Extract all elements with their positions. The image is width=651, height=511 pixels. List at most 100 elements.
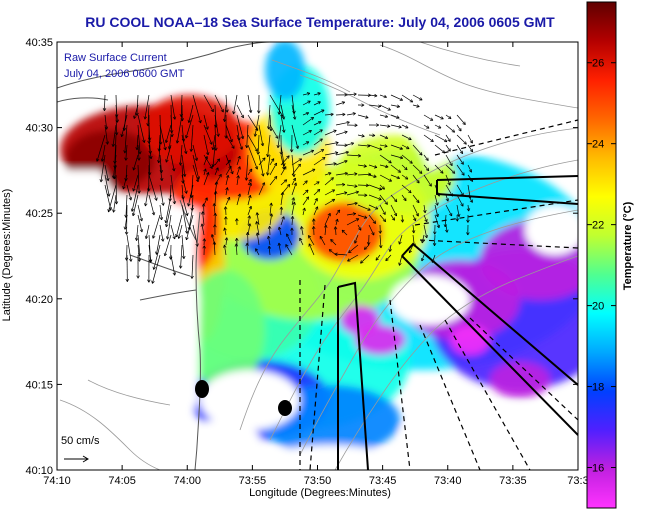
- colorbar-tick-label: 20: [592, 301, 604, 313]
- current-vector: [137, 164, 141, 194]
- current-vector: [266, 104, 271, 130]
- current-vector: [456, 194, 464, 207]
- current-vector: [423, 224, 429, 239]
- current-vector: [390, 174, 400, 180]
- current-vector: [346, 112, 356, 116]
- x-tick-label: 73:50: [304, 475, 332, 487]
- current-vector: [368, 214, 377, 224]
- current-vector: [385, 254, 392, 262]
- shipping-lanes: [299, 119, 578, 470]
- current-vector: [313, 189, 321, 196]
- land-mask-north: [57, 42, 270, 88]
- current-vector: [170, 94, 177, 120]
- current-vector: [192, 144, 198, 161]
- current-vector: [412, 194, 420, 204]
- current-vector: [408, 244, 414, 254]
- current-vector: [375, 254, 381, 261]
- current-vector: [280, 114, 286, 133]
- current-vector: [211, 134, 216, 151]
- current-vector: [363, 244, 370, 250]
- current-vector: [181, 204, 189, 234]
- current-vector: [170, 224, 176, 240]
- current-vector: [445, 194, 449, 202]
- current-vector: [423, 114, 434, 121]
- current-vector: [401, 174, 409, 180]
- current-vector: [324, 224, 328, 236]
- x-tick-label: 73:3: [567, 475, 588, 487]
- current-vector: [346, 172, 358, 176]
- current-vector: [313, 129, 323, 136]
- current-vector: [346, 190, 359, 196]
- current-vector: [379, 134, 389, 140]
- sst-cell: [490, 362, 550, 398]
- legend-line-2: July 04, 2006 0600 GMT: [64, 68, 185, 80]
- current-vector: [225, 174, 230, 186]
- current-vector: [445, 154, 453, 167]
- current-vector: [285, 244, 293, 256]
- current-vector: [181, 174, 188, 194]
- current-vector: [401, 144, 410, 150]
- current-vector: [152, 244, 161, 270]
- current-vector: [181, 234, 186, 259]
- current-vector: [224, 237, 229, 246]
- current-vector: [346, 184, 358, 188]
- current-vector: [114, 114, 119, 136]
- current-vector: [379, 194, 388, 205]
- y-tick-label: 40:15: [25, 379, 53, 391]
- current-vector: [159, 224, 165, 242]
- current-vector: [324, 151, 339, 156]
- current-vector: [112, 194, 117, 213]
- current-vector: [390, 214, 396, 221]
- legend-line-1: Raw Surface Current: [64, 52, 167, 64]
- current-vector: [192, 164, 200, 183]
- current-vector: [170, 114, 174, 138]
- current-vector: [99, 154, 106, 183]
- current-vector: [279, 206, 284, 216]
- colorbar-ticks: 16 18 20 22 24 26: [587, 58, 616, 475]
- current-vector: [335, 159, 348, 166]
- current-vector: [400, 214, 405, 223]
- current-vector: [335, 93, 348, 97]
- current-vector: [132, 174, 139, 192]
- current-vector: [334, 252, 348, 256]
- current-vector: [175, 114, 183, 144]
- current-vector: [357, 114, 369, 119]
- current-vector: [456, 154, 464, 165]
- current-vector: [122, 174, 128, 190]
- current-vector: [159, 124, 167, 151]
- current-vector: [203, 114, 209, 130]
- current-vector: [357, 224, 362, 231]
- current-vector: [379, 144, 388, 148]
- current-vector: [267, 245, 272, 256]
- current-vector: [291, 104, 297, 120]
- current-vector: [445, 164, 456, 174]
- current-vector: [388, 244, 392, 252]
- x-tick-label: 74:10: [43, 475, 71, 487]
- current-vector: [313, 109, 325, 116]
- current-vector: [244, 154, 249, 181]
- no-data-gap: [180, 420, 260, 460]
- current-vector: [157, 144, 161, 164]
- current-vector: [357, 183, 369, 188]
- current-vector: [211, 144, 216, 167]
- current-vector: [225, 196, 231, 206]
- current-vector: [423, 154, 429, 161]
- current-vector: [203, 154, 213, 169]
- current-vector: [379, 174, 392, 182]
- current-vector: [136, 254, 140, 279]
- x-tick-label: 73:35: [499, 475, 527, 487]
- current-vector: [335, 171, 348, 176]
- current-vector: [412, 214, 417, 222]
- current-vector: [390, 204, 398, 217]
- current-vector: [390, 114, 400, 119]
- current-vector: [313, 101, 321, 106]
- current-vector: [347, 254, 359, 262]
- current-vector: [379, 164, 389, 169]
- current-vector: [247, 194, 252, 206]
- current-vector: [124, 204, 129, 235]
- current-vector: [302, 117, 314, 126]
- x-axis-label: Longitude (Degrees:Minutes): [249, 487, 391, 499]
- current-vector: [379, 104, 391, 111]
- current-vector: [225, 154, 234, 175]
- current-vector: [412, 94, 423, 101]
